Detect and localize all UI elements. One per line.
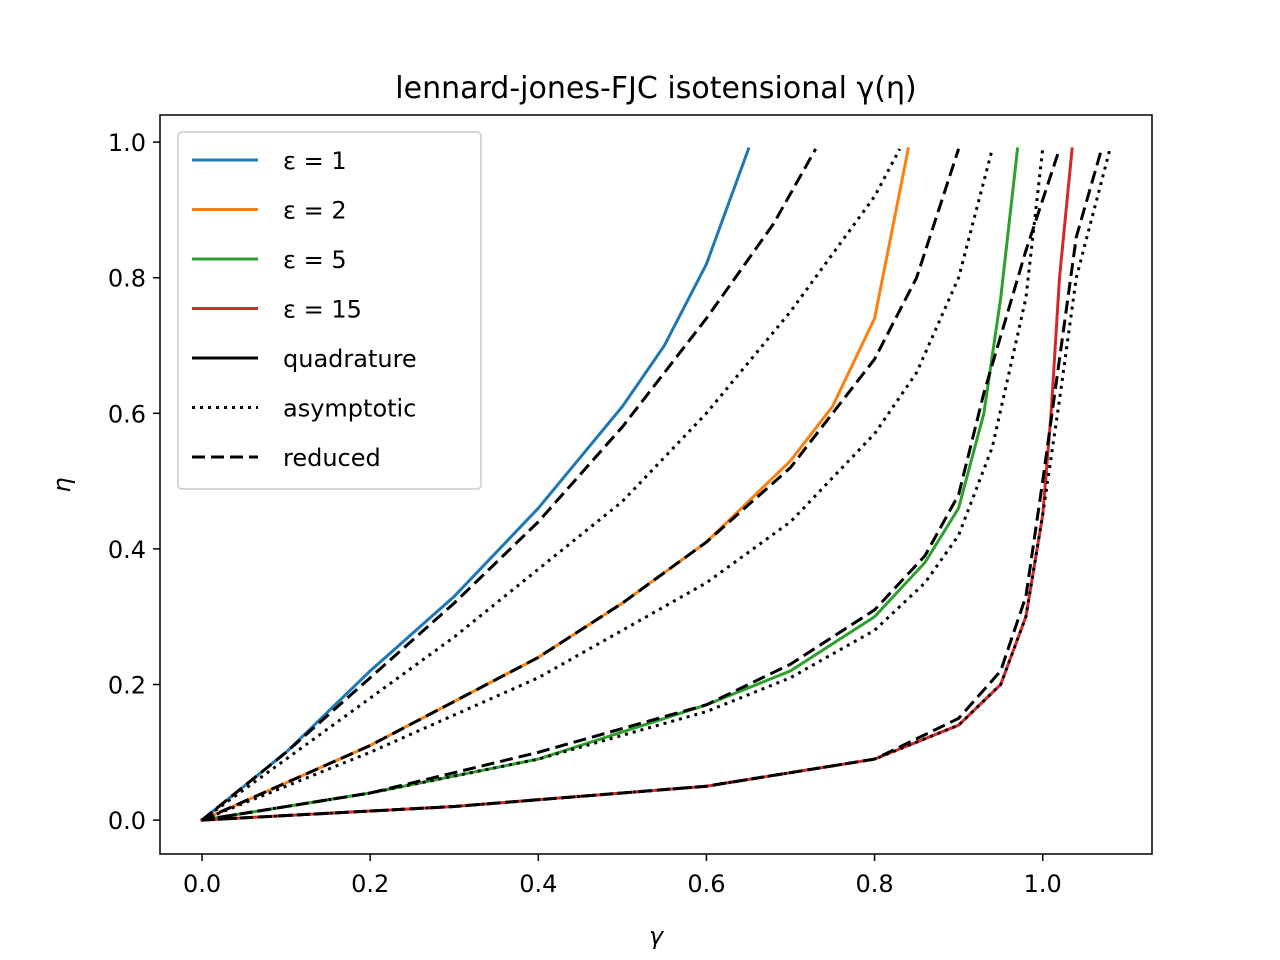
series-line-eps1-asymptotic xyxy=(201,148,902,822)
y-tick-label: 0.8 xyxy=(108,265,146,293)
y-tick-label: 0.4 xyxy=(108,536,146,564)
y-axis-ticks: 0.0 0.2 0.4 0.6 0.8 1.0 xyxy=(108,129,160,835)
x-axis-ticks: 0.0 0.2 0.4 0.6 0.8 1.0 xyxy=(183,854,1062,898)
series-line-eps1-quadrature xyxy=(199,146,751,823)
x-tick-label: 0.2 xyxy=(351,870,389,898)
x-tick-label: 1.0 xyxy=(1024,870,1062,898)
y-tick-label: 1.0 xyxy=(108,129,146,157)
series-line-eps2-reduced xyxy=(201,148,961,822)
y-tick-label: 0.6 xyxy=(108,400,146,428)
legend-label: asymptotic xyxy=(283,395,416,423)
legend-label: quadrature xyxy=(283,345,417,373)
legend-label: ε = 5 xyxy=(283,246,347,274)
series-line-eps15-asymptotic xyxy=(201,148,1112,822)
series-line-eps1-reduced xyxy=(201,148,818,822)
legend-label: reduced xyxy=(283,444,381,472)
legend-label: ε = 2 xyxy=(283,197,347,225)
plot-area-frame xyxy=(159,114,1153,855)
legend-box xyxy=(177,131,482,490)
legend: ε = 1 ε = 2 ε = 5 ε = 15 quadrature asymptoti… xyxy=(177,131,482,490)
plot-lines xyxy=(199,146,1112,823)
chart-title: lennard-jones-FJC isotensional γ(η) xyxy=(395,71,916,106)
series-line-eps5-asymptotic xyxy=(201,148,1045,822)
x-tick-label: 0.0 xyxy=(183,870,221,898)
x-tick-label: 0.4 xyxy=(519,870,557,898)
y-tick-label: 0.2 xyxy=(108,672,146,700)
series-line-eps15-reduced xyxy=(201,148,1104,822)
legend-label: ε = 15 xyxy=(283,296,362,324)
series-line-eps5-reduced xyxy=(201,148,1061,822)
series-line-eps2-asymptotic xyxy=(201,148,994,822)
y-tick-label: 0.0 xyxy=(108,807,146,835)
x-axis-label: γ xyxy=(649,922,665,950)
x-tick-label: 0.6 xyxy=(687,870,725,898)
legend-label: ε = 1 xyxy=(283,147,347,175)
y-axis-label: η xyxy=(48,477,76,492)
x-tick-label: 0.8 xyxy=(855,870,893,898)
